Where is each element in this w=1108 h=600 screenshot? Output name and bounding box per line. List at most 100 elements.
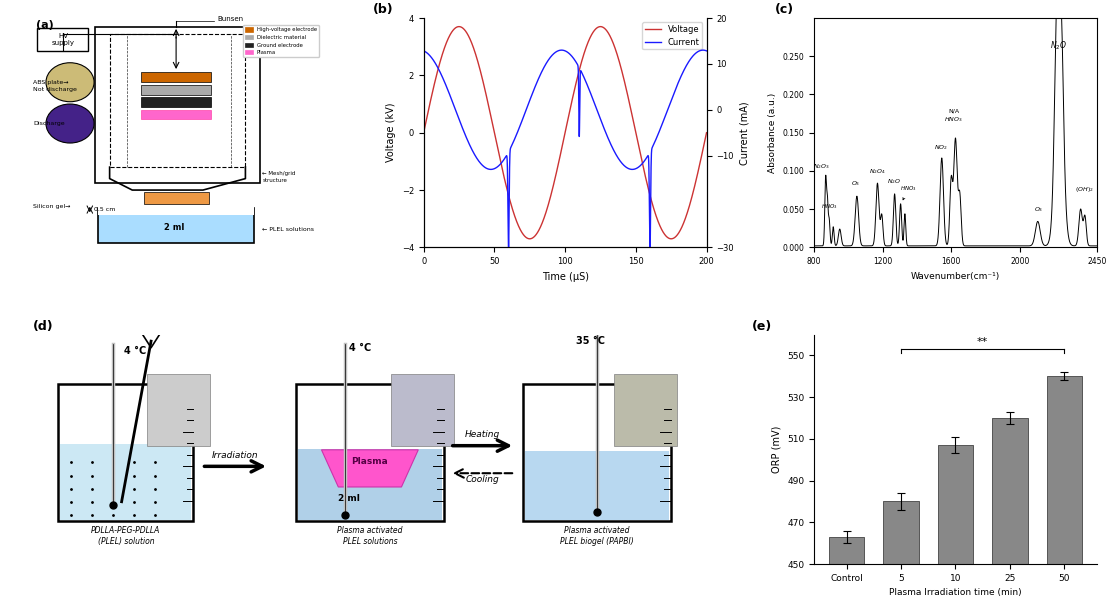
Text: $HNO_3$: $HNO_3$ bbox=[821, 202, 838, 211]
Y-axis label: Voltage (kV): Voltage (kV) bbox=[386, 103, 396, 163]
Text: Cooling: Cooling bbox=[465, 475, 500, 484]
Text: Bunsen: Bunsen bbox=[217, 16, 244, 22]
Voltage bbox=[665, 235, 678, 242]
Text: $(OH)_2$: $(OH)_2$ bbox=[1076, 185, 1095, 194]
Bar bbox=[95, 27, 259, 183]
Bar bbox=[60, 445, 192, 520]
Voltage bbox=[700, 129, 714, 136]
Text: ← Mesh/grid: ← Mesh/grid bbox=[263, 172, 296, 176]
Text: **: ** bbox=[977, 337, 988, 347]
FancyBboxPatch shape bbox=[147, 374, 211, 446]
Bar bbox=[141, 85, 212, 95]
FancyBboxPatch shape bbox=[391, 374, 454, 446]
Bar bbox=[141, 110, 212, 119]
Bar bbox=[110, 34, 245, 167]
Legend: High-voltage electrode, Dielectric material, Ground electrode, Plasma: High-voltage electrode, Dielectric mater… bbox=[243, 25, 319, 58]
Text: structure: structure bbox=[263, 178, 287, 184]
Text: PLEL biogel (PAPBI): PLEL biogel (PAPBI) bbox=[561, 538, 634, 547]
Voltage bbox=[552, 161, 565, 169]
Current bbox=[691, 48, 705, 55]
Text: 2 ml: 2 ml bbox=[338, 494, 360, 503]
Bar bbox=[144, 193, 208, 204]
Text: $N_2O$: $N_2O$ bbox=[888, 178, 902, 186]
Bar bbox=[525, 451, 669, 520]
Bar bbox=[937, 445, 973, 600]
Text: Plasma activated: Plasma activated bbox=[564, 526, 629, 535]
Text: N/A
$HNO_3$: N/A $HNO_3$ bbox=[944, 109, 963, 124]
Line: Voltage: Voltage bbox=[423, 26, 707, 239]
Text: $N_2O_3$: $N_2O_3$ bbox=[813, 162, 830, 171]
Text: 4 °C: 4 °C bbox=[124, 346, 146, 356]
Circle shape bbox=[45, 104, 94, 143]
Text: $N_2O_4$: $N_2O_4$ bbox=[869, 167, 885, 176]
Bar bbox=[141, 97, 212, 107]
Text: Heating: Heating bbox=[465, 430, 500, 439]
Voltage bbox=[536, 218, 550, 226]
Current bbox=[536, 67, 550, 74]
Text: $O_3$: $O_3$ bbox=[1034, 205, 1043, 214]
Text: (c): (c) bbox=[774, 4, 793, 16]
Text: (a): (a) bbox=[37, 20, 54, 30]
Current bbox=[552, 47, 565, 55]
Current bbox=[502, 249, 515, 256]
Text: PDLLA-PEG-PDLLA: PDLLA-PEG-PDLLA bbox=[91, 526, 161, 535]
X-axis label: Plasma Irradiation time (min): Plasma Irradiation time (min) bbox=[889, 588, 1022, 597]
Bar bbox=[99, 208, 254, 243]
Current bbox=[700, 47, 714, 55]
Bar bbox=[992, 418, 1027, 600]
Text: 35 °C: 35 °C bbox=[576, 337, 605, 346]
Bar bbox=[296, 384, 443, 521]
Circle shape bbox=[45, 63, 94, 102]
Text: Plasma: Plasma bbox=[351, 457, 388, 466]
Current bbox=[417, 47, 430, 55]
Text: Silicon gel→: Silicon gel→ bbox=[33, 203, 71, 209]
Text: 4 °C: 4 °C bbox=[349, 343, 371, 353]
Voltage bbox=[677, 219, 690, 226]
Text: $NO_2$: $NO_2$ bbox=[934, 143, 948, 152]
Y-axis label: Current (mA): Current (mA) bbox=[739, 101, 749, 164]
Bar bbox=[99, 207, 254, 215]
Text: ABS plate→: ABS plate→ bbox=[33, 80, 69, 85]
Text: Irradiation: Irradiation bbox=[212, 451, 258, 460]
Text: HV
supply: HV supply bbox=[51, 33, 74, 46]
Text: $N_2O$: $N_2O$ bbox=[1050, 40, 1067, 52]
Voltage bbox=[538, 212, 552, 220]
Voltage bbox=[452, 23, 465, 30]
Voltage bbox=[417, 129, 430, 136]
Current bbox=[538, 62, 552, 70]
Text: 2 ml: 2 ml bbox=[164, 223, 185, 232]
Bar bbox=[523, 384, 670, 521]
Bar bbox=[298, 449, 442, 520]
Text: (b): (b) bbox=[372, 4, 393, 16]
Voltage bbox=[691, 169, 705, 176]
Text: $O_3$: $O_3$ bbox=[851, 179, 861, 188]
FancyBboxPatch shape bbox=[38, 28, 89, 51]
Text: $HNO_3$: $HNO_3$ bbox=[900, 184, 916, 200]
Current bbox=[677, 67, 690, 74]
Text: (d): (d) bbox=[33, 320, 54, 333]
Text: Not discharge: Not discharge bbox=[33, 86, 78, 92]
Bar bbox=[59, 384, 193, 521]
Y-axis label: Absorbance (a.u.): Absorbance (a.u.) bbox=[768, 92, 777, 173]
Text: Plasma activated: Plasma activated bbox=[337, 526, 402, 535]
Line: Current: Current bbox=[423, 50, 707, 253]
FancyBboxPatch shape bbox=[614, 374, 677, 446]
X-axis label: Wavenumber(cm⁻¹): Wavenumber(cm⁻¹) bbox=[911, 272, 1001, 281]
Current bbox=[696, 47, 709, 54]
Text: (e): (e) bbox=[752, 320, 772, 333]
Bar bbox=[829, 537, 864, 600]
Voltage bbox=[623, 98, 636, 106]
Text: Discharge: Discharge bbox=[33, 121, 65, 126]
Polygon shape bbox=[321, 450, 419, 487]
X-axis label: Time (μS): Time (μS) bbox=[542, 272, 588, 281]
Bar bbox=[883, 502, 919, 600]
Bar bbox=[1047, 376, 1081, 600]
Current bbox=[623, 165, 636, 172]
Text: ← PLEL solutions: ← PLEL solutions bbox=[263, 227, 315, 232]
Text: PLEL solutions: PLEL solutions bbox=[342, 538, 397, 547]
Y-axis label: ORP (mV): ORP (mV) bbox=[771, 425, 781, 473]
Bar bbox=[141, 72, 212, 82]
Legend: Voltage, Current: Voltage, Current bbox=[643, 22, 702, 49]
Text: 0.5 cm: 0.5 cm bbox=[94, 207, 115, 212]
Text: (PLEL) solution: (PLEL) solution bbox=[98, 538, 154, 547]
